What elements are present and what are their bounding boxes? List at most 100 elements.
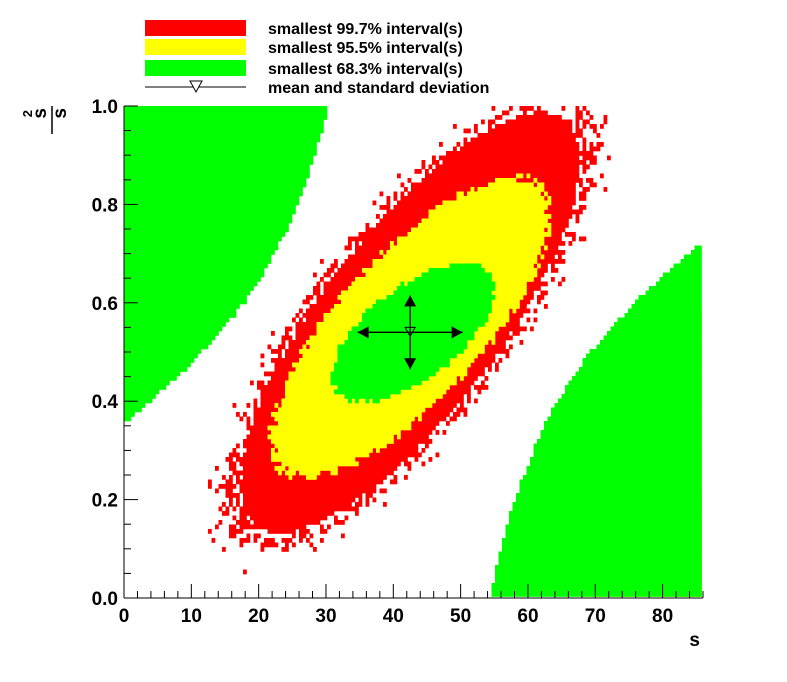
heatmap-cell <box>481 372 485 377</box>
heatmap-cell <box>443 412 447 417</box>
heatmap-cell <box>324 498 328 503</box>
heatmap-cell <box>523 174 527 179</box>
heatmap-cell <box>527 309 531 314</box>
heatmap-cell <box>453 390 457 395</box>
heatmap-cell <box>576 160 580 165</box>
heatmap-cell <box>324 511 328 516</box>
heatmap-cell <box>376 471 380 476</box>
heatmap-cell <box>359 237 363 242</box>
heatmap-cell <box>523 120 527 125</box>
heatmap-cell <box>271 502 275 507</box>
heatmap-cell <box>292 507 296 512</box>
heatmap-cell <box>303 520 307 525</box>
heatmap-cell <box>558 241 562 246</box>
heatmap-cell <box>569 151 573 156</box>
heatmap-cell <box>296 507 300 512</box>
heatmap-cell <box>362 273 366 278</box>
heatmap-cell <box>537 129 541 134</box>
heatmap-cell <box>415 219 419 224</box>
heatmap-cell <box>292 349 296 354</box>
heatmap-cell <box>530 147 534 152</box>
heatmap-cell <box>418 201 422 206</box>
heatmap-cell <box>436 201 440 206</box>
heatmap-cell <box>562 174 566 179</box>
heatmap-cell <box>250 457 254 462</box>
heatmap-cell <box>541 165 545 170</box>
heatmap-cell <box>509 156 513 161</box>
heatmap-cell <box>555 124 559 129</box>
heatmap-cell <box>572 169 576 174</box>
heatmap-cell <box>268 381 272 386</box>
heatmap-cell <box>474 187 478 192</box>
heatmap-cell <box>282 516 286 521</box>
heatmap-cell <box>527 124 531 129</box>
heatmap-cell <box>460 151 464 156</box>
heatmap-cell <box>418 430 422 435</box>
heatmap-cell <box>366 471 370 476</box>
heatmap-cell <box>534 156 538 161</box>
heatmap-cell <box>432 178 436 183</box>
heatmap-cell <box>485 151 489 156</box>
heatmap-cell <box>369 246 373 251</box>
heatmap-cell <box>310 516 314 521</box>
heatmap-cell <box>254 435 258 440</box>
heatmap-cell <box>327 511 331 516</box>
heatmap-cell <box>551 147 555 152</box>
heatmap-cell <box>320 516 324 521</box>
heatmap-cell <box>558 196 562 201</box>
heatmap-cell <box>551 259 555 264</box>
heatmap-cell <box>341 264 345 269</box>
heatmap-cell <box>404 210 408 215</box>
heatmap-cell <box>243 570 247 575</box>
heatmap-cell <box>492 151 496 156</box>
heatmap-cell <box>355 471 359 476</box>
heatmap-cell <box>317 309 321 314</box>
heatmap-cell <box>471 178 475 183</box>
heatmap-cell <box>548 259 552 264</box>
heatmap-cell <box>383 462 387 467</box>
heatmap-cell <box>229 493 233 498</box>
heatmap-cell <box>558 169 562 174</box>
heatmap-cell <box>296 484 300 489</box>
heatmap-cell <box>310 543 314 548</box>
heatmap-cell <box>544 142 548 147</box>
heatmap-cell <box>583 151 587 156</box>
heatmap-cell <box>257 448 261 453</box>
heatmap-cell <box>506 120 510 125</box>
heatmap-cell <box>555 228 559 233</box>
heatmap-cell <box>562 147 566 152</box>
heatmap-cell <box>320 295 324 300</box>
heatmap-cell <box>285 349 289 354</box>
heatmap-cell <box>516 309 520 314</box>
heatmap-cell <box>530 120 534 125</box>
heatmap-cell <box>418 210 422 215</box>
legend-swatch <box>145 39 246 55</box>
heatmap-cell <box>401 205 405 210</box>
heatmap-cell <box>534 133 538 138</box>
heatmap-cell <box>488 142 492 147</box>
heatmap-cell <box>467 376 471 381</box>
heatmap-cell <box>254 525 258 530</box>
heatmap-cell <box>541 246 545 251</box>
heatmap-cell <box>408 444 412 449</box>
heatmap-cell <box>499 138 503 143</box>
heatmap-cell <box>541 295 545 300</box>
heatmap-cell <box>411 448 415 453</box>
heatmap-cell <box>373 475 377 480</box>
heatmap-cell <box>562 196 566 201</box>
heatmap-cell <box>492 142 496 147</box>
heatmap-cell <box>341 493 345 498</box>
heatmap-cell <box>233 453 237 458</box>
heatmap-cell <box>243 520 247 525</box>
heatmap-cell <box>520 169 524 174</box>
heatmap-cell <box>345 286 349 291</box>
heatmap-cell <box>373 466 377 471</box>
heatmap-cell <box>534 264 538 269</box>
heatmap-cell <box>261 381 265 386</box>
heatmap-cell <box>268 520 272 525</box>
heatmap-cell <box>299 322 303 327</box>
heatmap-cell <box>247 538 251 543</box>
heatmap-cell <box>369 489 373 494</box>
heatmap-cell <box>502 331 506 336</box>
heatmap-cell <box>541 133 545 138</box>
